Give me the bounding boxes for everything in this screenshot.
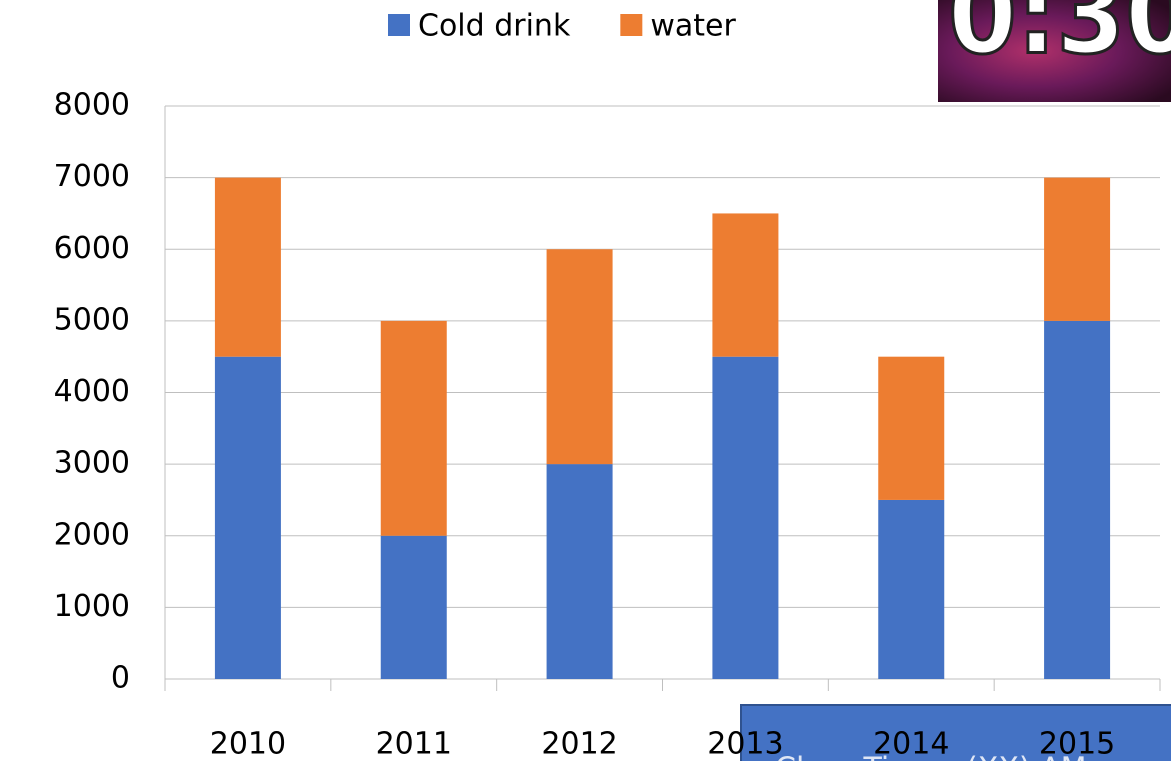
bar-segment — [878, 357, 944, 500]
y-tick-label: 1000 — [54, 589, 130, 624]
x-tick-label: 2013 — [707, 727, 783, 761]
bar-segment — [547, 464, 613, 679]
y-tick-label: 6000 — [54, 231, 130, 266]
legend-swatch — [620, 14, 642, 36]
y-tick-label: 5000 — [54, 302, 130, 337]
bar-segment — [381, 536, 447, 679]
bar-segment — [878, 500, 944, 679]
legend-label: Cold drink — [418, 9, 571, 44]
legend-label: water — [650, 9, 736, 44]
x-tick-label: 2012 — [541, 727, 617, 761]
bar-segment — [1044, 178, 1110, 321]
bar-segment — [381, 321, 447, 536]
y-tick-label: 2000 — [54, 517, 130, 552]
bar-segment — [547, 249, 613, 464]
bar-segment — [1044, 321, 1110, 679]
y-tick-label: 8000 — [54, 88, 130, 123]
x-tick-label: 2010 — [210, 727, 286, 761]
x-tick-label: 2011 — [376, 727, 452, 761]
x-tick-label: 2014 — [873, 727, 949, 761]
x-tick-label: 2015 — [1039, 727, 1115, 761]
chart: Class Time : (XX) AM 0100020003000400050… — [0, 0, 1171, 761]
y-tick-label: 4000 — [54, 374, 130, 409]
bar-segment — [712, 213, 778, 356]
y-tick-label: 0 — [111, 661, 130, 696]
bar-segment — [215, 178, 281, 357]
badge-text: 0:30 — [948, 0, 1171, 78]
legend-swatch — [388, 14, 410, 36]
bar-segment — [712, 357, 778, 679]
y-tick-label: 7000 — [54, 159, 130, 194]
bar-segment — [215, 357, 281, 679]
y-tick-label: 3000 — [54, 446, 130, 481]
